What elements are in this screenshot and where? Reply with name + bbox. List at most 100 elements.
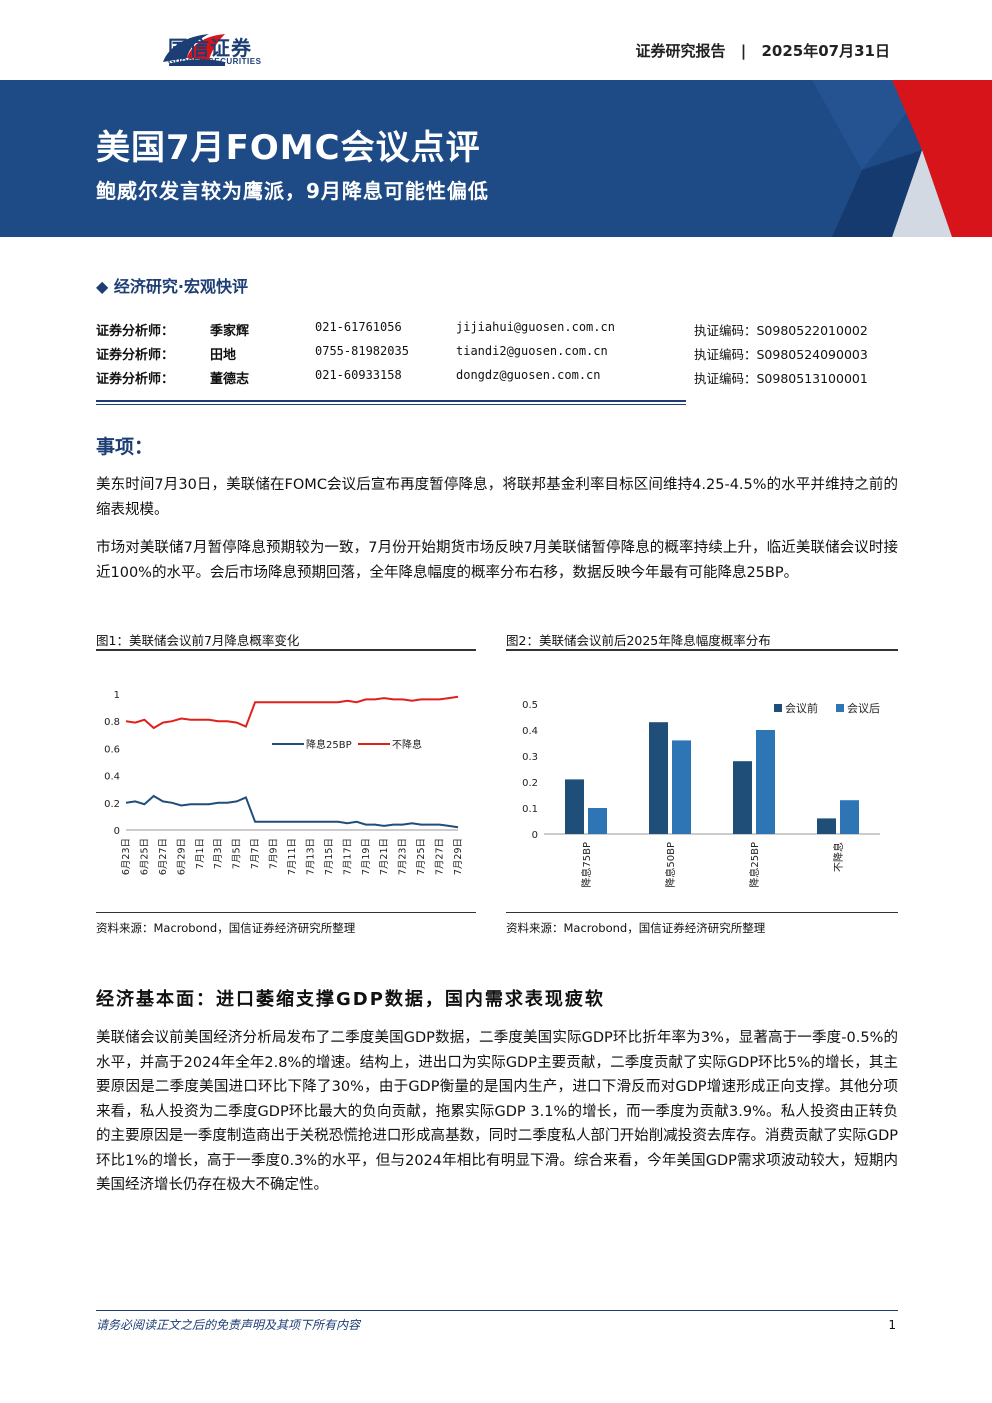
analyst-email[interactable]: dongdz@guosen.com.cn [456, 368, 601, 382]
x-tick-label: 7月5日 [232, 838, 243, 869]
legend-swatch [774, 704, 782, 712]
x-tick-label: 7月17日 [342, 838, 353, 875]
figure-source: 资料来源：Macrobond，国信证券经济研究所整理 [506, 921, 766, 935]
analyst-name: 田地 [210, 348, 237, 363]
analyst-row: 证券分析师： 董德志 021-60933158 dongdz@guosen.co… [96, 368, 896, 392]
legend-label: 不降息 [392, 738, 422, 751]
x-tick-label: 7月13日 [305, 838, 316, 875]
y-tick-label: 0.2 [522, 778, 538, 789]
figure-rule [96, 912, 476, 913]
y-tick-label: 0.4 [522, 726, 538, 737]
series-line [125, 695, 459, 730]
x-tick-label: 7月3日 [213, 838, 224, 869]
legend-label: 降息25BP [306, 738, 352, 751]
analyst-role: 证券分析师： [96, 324, 175, 339]
figure-rule [96, 649, 476, 651]
analyst-name: 董德志 [210, 372, 250, 387]
x-tick-label: 降息75BP [580, 842, 593, 888]
x-tick-label: 7月15日 [324, 838, 335, 875]
legend-label: 会议后 [847, 702, 880, 715]
bar [588, 808, 607, 834]
analyst-name: 季家辉 [210, 324, 250, 339]
y-tick-label: 0.1 [522, 804, 538, 815]
report-category: ◆ 经济研究·宏观快评 [96, 277, 248, 296]
analyst-cert: 执证编码：S0980513100001 [694, 371, 868, 386]
figure-title: 图1：美联储会议前7月降息概率变化 [96, 633, 300, 648]
x-tick-label: 7月11日 [287, 838, 298, 875]
analyst-cert: 执证编码：S0980524090003 [694, 347, 868, 362]
analyst-phone: 021-61761056 [315, 320, 402, 334]
paragraph: 美联储会议前美国经济分析局发布了二季度美国GDP数据，二季度美国实际GDP环比折… [96, 1030, 898, 1193]
analyst-phone: 021-60933158 [315, 368, 402, 382]
x-tick-label: 6月25日 [139, 838, 150, 875]
y-tick-label: 0 [532, 830, 538, 841]
y-tick-label: 0.6 [104, 744, 120, 755]
bar [672, 740, 691, 834]
footer-divider [96, 1310, 898, 1311]
banner-decoration [812, 80, 992, 237]
x-tick-label: 6月29日 [176, 838, 187, 875]
bar [756, 730, 775, 834]
bar [649, 722, 668, 834]
report-date: 2025年07月31日 [761, 42, 891, 60]
y-tick-label: 0.4 [104, 772, 120, 783]
x-tick-label: 降息50BP [664, 842, 677, 888]
x-tick-label: 7月21日 [379, 838, 390, 875]
analyst-row: 证券分析师： 季家辉 021-61761056 jijiahui@guosen.… [96, 320, 896, 344]
analyst-list: 证券分析师： 季家辉 021-61761056 jijiahui@guosen.… [96, 320, 896, 392]
disclaimer-link[interactable]: 请务必阅读正文之后的免责声明及其项下所有内容 [96, 1318, 361, 1332]
bar-chart: 0 0.1 0.2 0.3 0.4 0.5 降息75BP 降息50BP 降息25BP 不降息 会议前… [522, 700, 880, 888]
section-heading: 经济基本面：进口萎缩支撑GDP数据，国内需求表现疲软 [96, 989, 605, 1010]
report-subtitle: 鲍威尔发言较为鹰派，9月降息可能性偏低 [96, 179, 489, 203]
x-tick-label: 7月7日 [250, 838, 261, 869]
paragraph: 市场对美联储7月暂停降息预期较为一致，7月份开始期货市场反映7月美联储暂停降息的… [96, 540, 898, 581]
paragraph: 美东时间7月30日，美联储在FOMC会议后宣布再度暂停降息，将联邦基金利率目标区… [96, 477, 898, 518]
analyst-role: 证券分析师： [96, 372, 175, 387]
legend-label: 会议前 [785, 701, 818, 715]
report-type: 证券研究报告 [635, 42, 726, 60]
x-tick-label: 7月29日 [453, 838, 464, 875]
y-tick-label: 0.5 [522, 700, 538, 711]
y-tick-label: 0.8 [104, 717, 120, 728]
brand-name: 国信证券 [168, 36, 252, 60]
bar [565, 779, 584, 834]
analyst-phone: 0755-81982035 [315, 344, 409, 358]
y-tick-label: 0 [114, 826, 120, 837]
section-heading: 事项： [96, 436, 154, 458]
x-tick-label: 7月27日 [435, 838, 446, 875]
x-tick-label: 7月23日 [398, 838, 409, 875]
report-title: 美国7月FOMC会议点评 [96, 128, 481, 168]
x-tick-label: 不降息 [832, 842, 845, 872]
bar [733, 761, 752, 834]
analyst-cert: 执证编码：S0980522010002 [694, 323, 868, 338]
series-line [125, 794, 459, 829]
guosen-logo-icon [163, 34, 225, 66]
legend-swatch [836, 704, 844, 712]
x-tick-label: 7月19日 [361, 838, 372, 875]
page-number: 1 [888, 1318, 896, 1332]
x-tick-label: 6月27日 [158, 838, 169, 875]
x-tick-label: 7月9日 [269, 838, 280, 869]
x-tick-label: 6月23日 [121, 838, 132, 875]
x-tick-label: 7月1日 [195, 838, 206, 869]
bar [840, 800, 859, 834]
divider [96, 400, 686, 405]
y-tick-label: 0.3 [522, 752, 538, 763]
analyst-email[interactable]: jijiahui@guosen.com.cn [456, 320, 615, 334]
y-tick-label: 0.2 [104, 799, 120, 810]
bar [817, 818, 836, 834]
line-chart: 0 0.2 0.4 0.6 0.8 1 6月23日 6月25日 6月27日 6月29日 7月1日 7月… [104, 690, 464, 875]
x-tick-label: 降息25BP [748, 842, 761, 888]
figure-rule [506, 649, 898, 651]
analyst-role: 证券分析师： [96, 348, 175, 363]
brand-name-en: GUOSEN SECURITIES [168, 57, 262, 66]
y-tick-label: 1 [114, 690, 120, 701]
analyst-email[interactable]: tiandi2@guosen.com.cn [456, 344, 608, 358]
x-tick-label: 7月25日 [416, 838, 427, 875]
title-banner: 美国7月FOMC会议点评 鲍威尔发言较为鹰派，9月降息可能性偏低 [0, 80, 992, 237]
figure-title: 图2：美联储会议前后2025年降息幅度概率分布 [506, 633, 771, 648]
figure-rule [506, 912, 898, 913]
figure-source: 资料来源：Macrobond，国信证券经济研究所整理 [96, 921, 356, 935]
report-meta: 证券研究报告 | 2025年07月31日 [635, 42, 891, 60]
analyst-row: 证券分析师： 田地 0755-81982035 tiandi2@guosen.c… [96, 344, 896, 368]
